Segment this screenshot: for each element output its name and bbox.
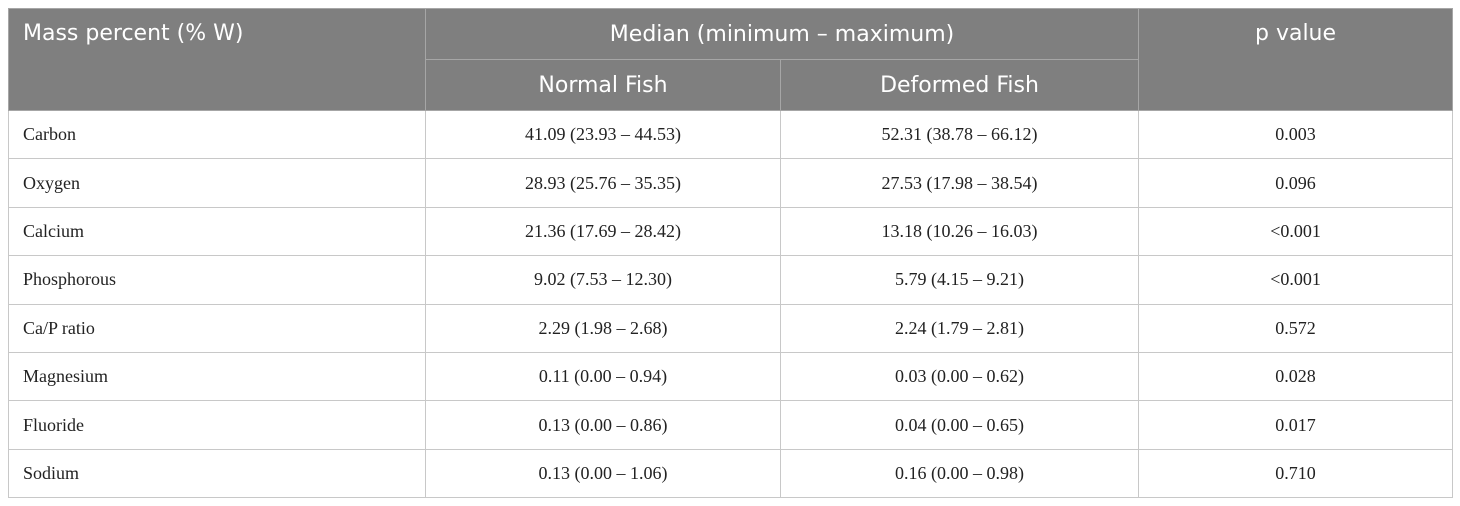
table-cell: 2.29 (1.98 – 2.68) (425, 303, 781, 353)
table-cell: <0.001 (1138, 255, 1454, 305)
table-cell: 0.096 (1138, 158, 1454, 208)
table-cell: 0.710 (1138, 448, 1454, 499)
header-cell: Median (minimum – maximum) (424, 8, 1140, 60)
table-cell: 0.03 (0.00 – 0.62) (779, 351, 1140, 402)
row-label: Calcium (8, 206, 426, 257)
table-cell: 9.02 (7.53 – 12.30) (425, 255, 781, 305)
table-cell: 0.13 (0.00 – 0.86) (425, 400, 781, 450)
table-header: Mass percent (% W) Median (minimum – max… (8, 8, 1454, 111)
row-label: Sodium (8, 448, 426, 499)
row-label: Carbon (8, 109, 426, 160)
table-cell: 0.11 (0.00 – 0.94) (425, 351, 781, 402)
table-row: Carbon 41.09 (23.93 – 44.53) 52.31 (38.78 … (8, 109, 1454, 160)
table-cell: 0.04 (0.00 – 0.65) (779, 400, 1140, 450)
row-label: Fluoride (8, 400, 426, 450)
table-row: Oxygen 28.93 (25.76 – 35.35) 27.53 (17.98 … (8, 158, 1454, 208)
table-row: Fluoride 0.13 (0.00 – 0.86) 0.04 (0.00 – 0… (8, 400, 1454, 450)
row-label: Ca/P ratio (8, 303, 426, 353)
header-row: Normal Fish Deformed Fish (9, 59, 1453, 111)
data-table: Mass percent (% W) Median (minimum – max… (8, 8, 1454, 499)
table-cell: 0.017 (1138, 400, 1454, 450)
row-label: Oxygen (8, 158, 426, 208)
table-row: Phosphorous 9.02 (7.53 – 12.30) 5.79 (4.15… (8, 255, 1454, 305)
table-row: Magnesium 0.11 (0.00 – 0.94) 0.03 (0.00 – … (8, 351, 1454, 402)
table-row: Sodium 0.13 (0.00 – 1.06) 0.16 (0.00 – 0.9… (8, 448, 1454, 499)
table-cell: 0.13 (0.00 – 1.06) (425, 448, 781, 499)
table-cell: 0.028 (1138, 351, 1454, 402)
row-label: Phosphorous (8, 255, 426, 305)
row-label: Magnesium (8, 351, 426, 402)
table-cell: 13.18 (10.26 – 16.03) (779, 206, 1140, 257)
table-row: Ca/P ratio 2.29 (1.98 – 2.68) 2.24 (1.79 –… (8, 303, 1454, 353)
header-cell: Mass percent (% W) (8, 8, 426, 111)
table-cell: 27.53 (17.98 – 38.54) (779, 158, 1140, 208)
table-row: Calcium 21.36 (17.69 – 28.42) 13.18 (10.26… (8, 206, 1454, 257)
table-cell: 0.003 (1138, 109, 1454, 160)
table-cell: 21.36 (17.69 – 28.42) (425, 206, 781, 257)
table-cell: 52.31 (38.78 – 66.12) (779, 109, 1140, 160)
header-cell: Deformed Fish (779, 59, 1140, 111)
header-cell: Normal Fish (425, 59, 781, 111)
table-cell: 0.572 (1138, 303, 1454, 353)
header-row: Mass percent (% W) Median (minimum – max… (8, 8, 1454, 111)
table-cell: <0.001 (1138, 206, 1454, 257)
header-cell: p value (1138, 8, 1454, 111)
table-cell: 41.09 (23.93 – 44.53) (425, 109, 781, 160)
table-cell: 28.93 (25.76 – 35.35) (425, 158, 781, 208)
table-cell: 2.24 (1.79 – 2.81) (779, 303, 1140, 353)
table-cell: 5.79 (4.15 – 9.21) (779, 255, 1140, 305)
table-body: Carbon 41.09 (23.93 – 44.53) 52.31 (38.78 … (8, 109, 1454, 499)
table-cell: 0.16 (0.00 – 0.98) (779, 448, 1140, 499)
